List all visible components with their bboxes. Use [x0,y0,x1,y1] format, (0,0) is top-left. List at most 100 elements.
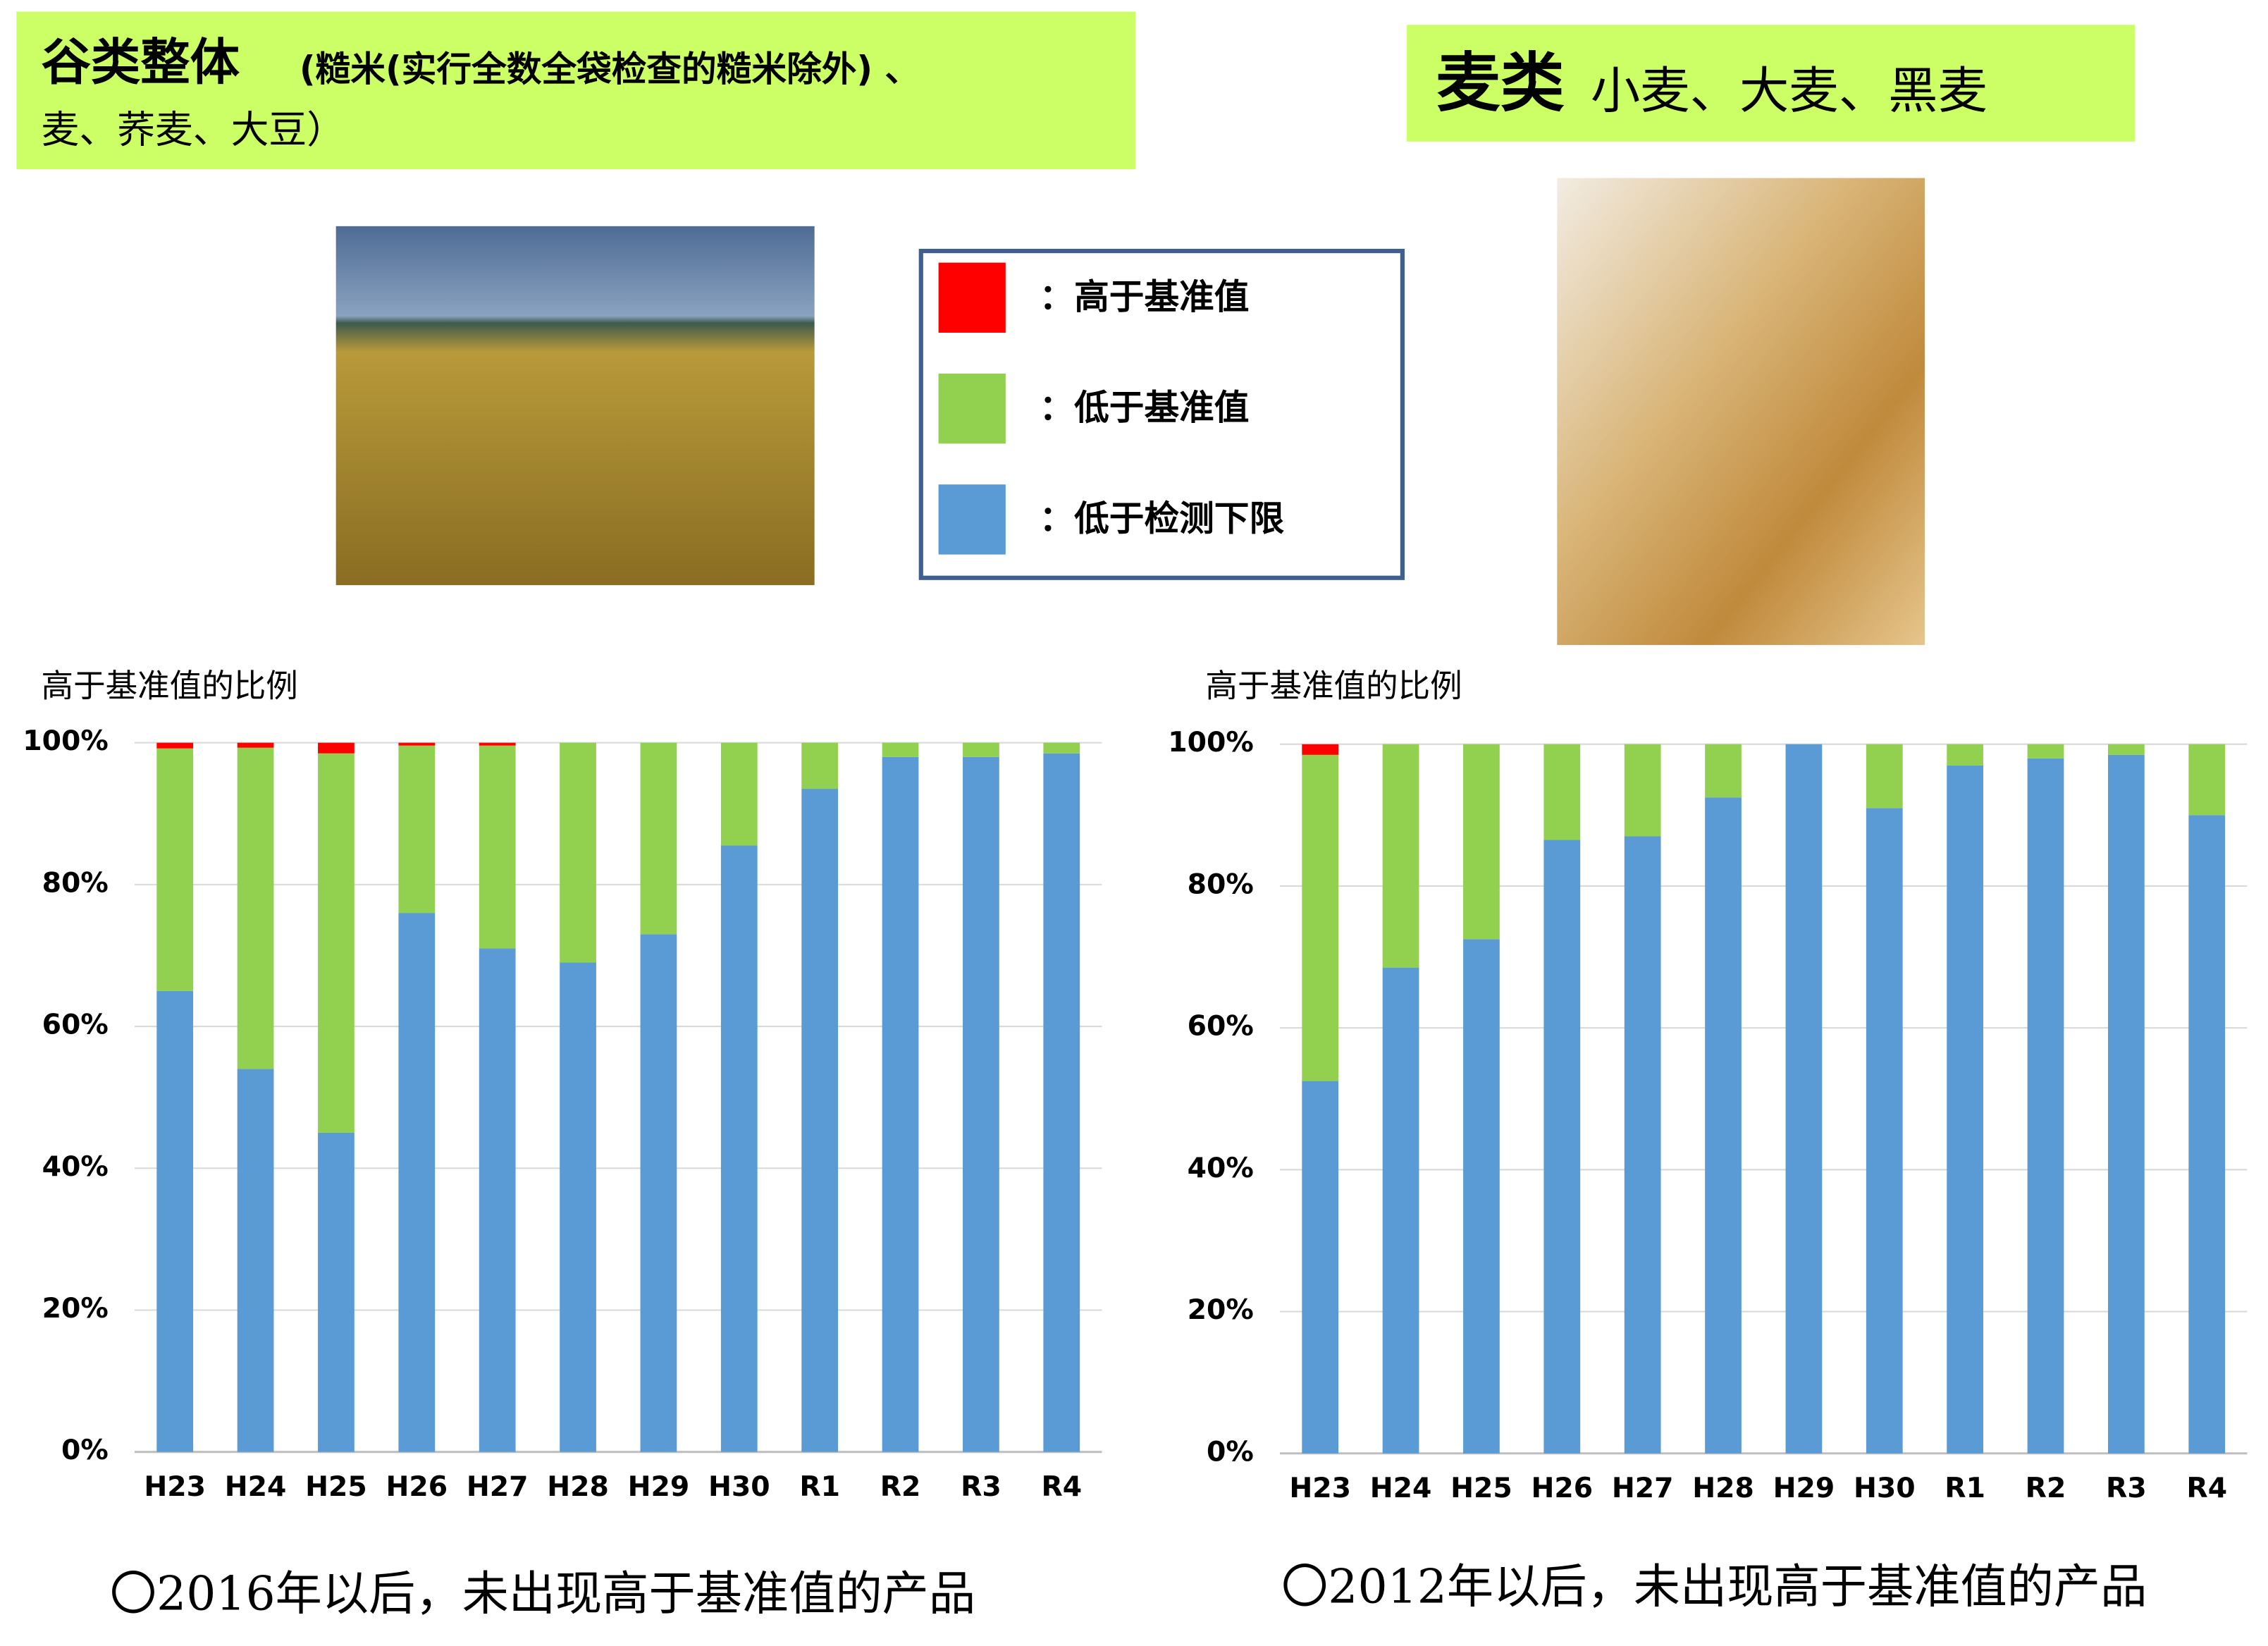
bar-segment [1382,967,1419,1454]
y-tick-label: 40% [1188,1152,1254,1184]
bar-segment [1463,744,1500,940]
bar-segment [1382,744,1419,968]
bar-segment [237,742,274,748]
legend-swatch [938,373,1006,444]
bar-segment [1302,744,1339,755]
bar-segment [560,742,596,963]
bar-segment [2108,754,2145,1454]
bar-segment [237,747,274,1069]
bar-segment [1947,765,1984,1454]
footnote: 〇2016年以后，未出现高于基准值的产品 [110,1567,975,1621]
bar-segment [2108,744,2145,755]
x-tick-label: R4 [2186,1472,2227,1504]
y-tick-label: 60% [42,1009,109,1041]
bar-segment [1302,1081,1339,1454]
bar-segment [318,1132,355,1452]
bar-segment [156,990,194,1452]
bar-segment [156,748,194,991]
bar-segment [882,756,919,1452]
x-tick-label: H26 [386,1470,448,1503]
photo-wheat-field [335,226,815,586]
header-title: 谷类整体 [42,34,240,92]
bar-segment [1624,836,1661,1454]
x-tick-label: R2 [880,1470,921,1503]
x-tick-label: R3 [961,1470,1002,1503]
bar-segment [1543,840,1581,1454]
bar-segment [720,742,758,846]
bar-segment [2027,758,2064,1454]
bar-segment [1705,744,1742,798]
bar-segment [1624,744,1661,837]
x-tick-label: H23 [144,1470,206,1503]
y-tick-label: 80% [1188,868,1254,900]
bar-segment [1866,744,1903,809]
x-tick-label: H29 [1773,1472,1835,1504]
bar-segment [560,962,596,1452]
x-tick-label: H28 [547,1470,609,1503]
y-tick-label: 80% [42,866,109,899]
legend-label: ：低于检测下限 [1039,498,1284,539]
x-tick-label: R1 [799,1470,840,1503]
legend-swatch [938,484,1006,555]
bar-segment [640,934,677,1452]
x-tick-label: R4 [1041,1470,1082,1503]
x-tick-label: H23 [1289,1472,1351,1504]
y-tick-label: 0% [1207,1435,1254,1468]
bar-segment [398,913,436,1452]
bar-segment [398,745,436,914]
x-tick-label: H30 [708,1470,770,1503]
bar-segment [2188,744,2226,816]
x-tick-label: H27 [467,1470,529,1503]
legend: ：高于基准值 ：低于基准值 ：低于检测下限 [938,262,1284,555]
x-tick-label: H25 [305,1470,367,1503]
bar-segment [882,742,919,757]
x-tick-label: R3 [2106,1472,2147,1504]
x-tick-label: H28 [1692,1472,1754,1504]
y-tick-label: 100% [1168,726,1254,758]
header-box [16,11,1136,170]
header-box [1407,25,2136,142]
bar-segment [2188,815,2226,1454]
bar-segment [2027,744,2064,758]
bar-segment [156,742,194,749]
bar-segment [963,756,999,1452]
bar-segment [1043,753,1080,1452]
x-tick-label: H29 [628,1470,690,1503]
bar-segment [1785,744,1823,1454]
bar-segment [1463,939,1500,1454]
bar-segment [1866,808,1903,1454]
y-axis-title: 高于基准值的比例 [1205,668,1462,705]
bar-segment [237,1069,274,1452]
x-tick-label: H30 [1854,1472,1916,1504]
x-tick-label: H24 [225,1470,287,1503]
legend-label: ：低于基准值 [1039,387,1249,428]
footnote: 〇2012年以后，未出现高于基准值的产品 [1281,1559,2147,1614]
photo-wheat-ears [1557,178,1925,645]
bar-segment [1302,754,1339,1081]
x-tick-label: R2 [2026,1472,2066,1504]
header-title: 麦类 [1436,46,1564,121]
y-tick-label: 20% [1188,1294,1254,1326]
x-tick-label: H27 [1612,1472,1674,1504]
bar-segment [1705,797,1742,1454]
bar-segment [963,742,999,757]
x-tick-label: H24 [1370,1472,1432,1504]
bar-segment [1043,742,1080,754]
legend-swatch [938,262,1006,333]
x-tick-label: R1 [1945,1472,1985,1504]
bar-segment [801,742,839,790]
y-tick-label: 60% [1188,1010,1254,1043]
bar-segment [479,742,516,746]
y-tick-label: 100% [23,725,109,757]
bar-segment [479,745,516,949]
bar-segment [398,742,436,746]
header-subtitle: 小麦、大麦、黑麦 [1591,62,1987,120]
bar-segment [479,948,516,1452]
bar-segment [1543,744,1581,840]
x-tick-label: H26 [1531,1472,1593,1504]
y-tick-label: 20% [42,1292,109,1325]
header-subtitle: 麦、荞麦、大豆） [42,107,345,152]
bar-segment [318,753,355,1133]
